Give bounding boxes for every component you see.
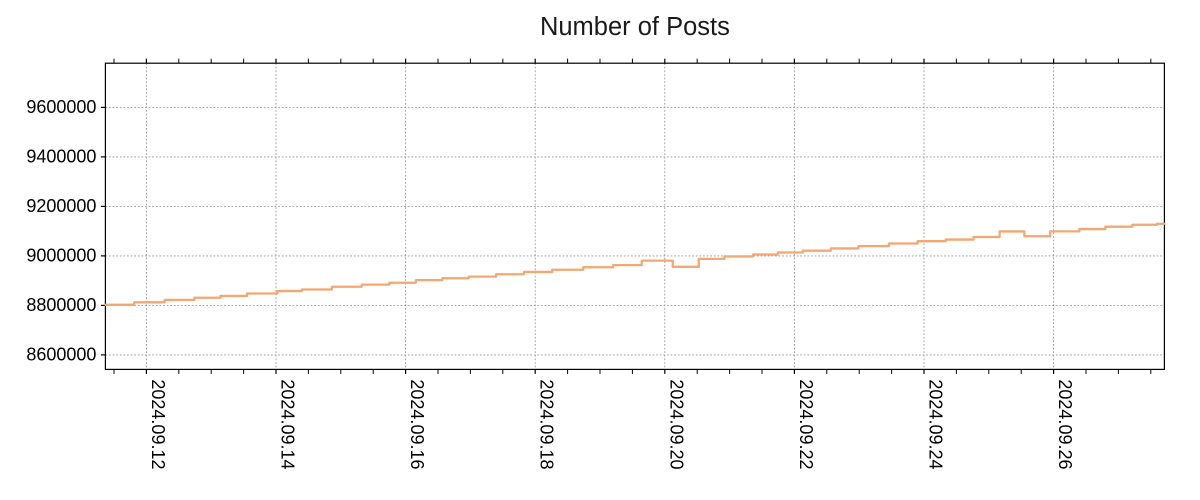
- svg-text:2024.09.14: 2024.09.14: [278, 379, 298, 469]
- svg-text:9400000: 9400000: [26, 146, 96, 166]
- svg-text:2024.09.20: 2024.09.20: [666, 379, 686, 469]
- svg-text:8600000: 8600000: [26, 344, 96, 364]
- svg-text:2024.09.16: 2024.09.16: [407, 379, 427, 469]
- svg-text:9000000: 9000000: [26, 245, 96, 265]
- svg-text:9200000: 9200000: [26, 196, 96, 216]
- svg-text:2024.09.24: 2024.09.24: [926, 379, 946, 469]
- svg-text:2024.09.18: 2024.09.18: [537, 379, 557, 469]
- svg-text:2024.09.12: 2024.09.12: [148, 379, 168, 469]
- svg-text:2024.09.22: 2024.09.22: [796, 379, 816, 469]
- svg-text:9600000: 9600000: [26, 97, 96, 117]
- svg-text:2024.09.26: 2024.09.26: [1055, 379, 1075, 469]
- svg-text:8800000: 8800000: [26, 295, 96, 315]
